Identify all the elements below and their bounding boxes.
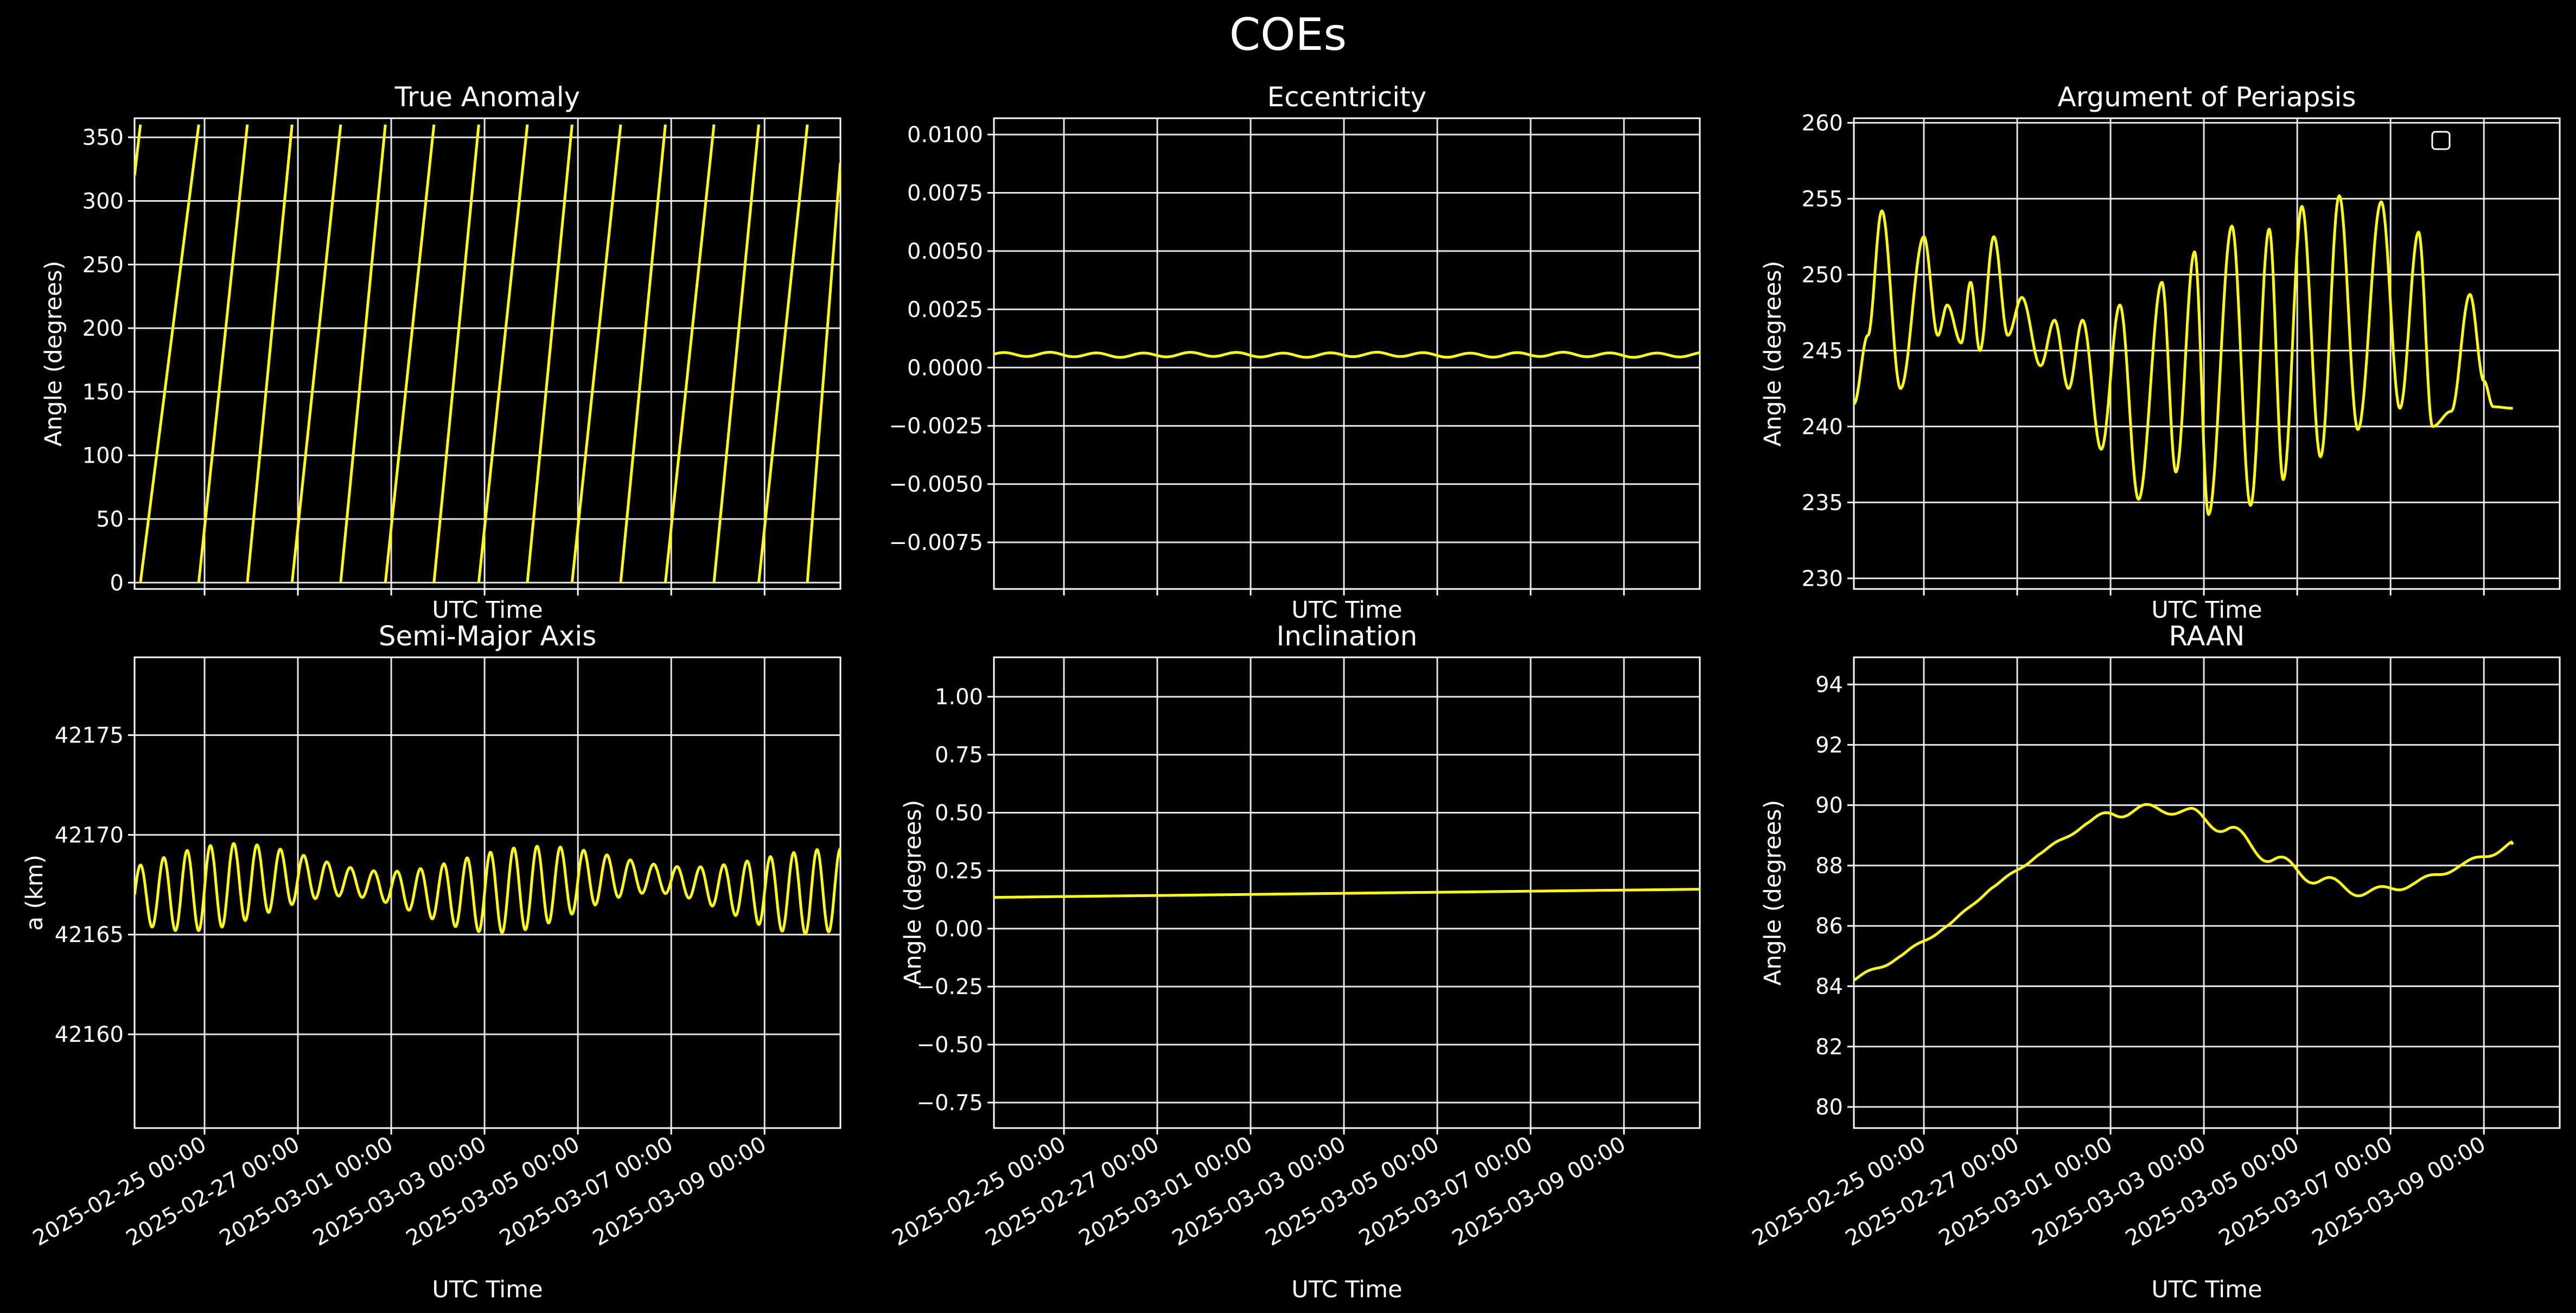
plot-title-inclination: Inclination — [1277, 620, 1418, 652]
y-tick-label: 0.0000 — [907, 356, 983, 381]
series-segment — [246, 124, 294, 583]
y-tick-label: 82 — [1815, 1035, 1843, 1060]
y-tick-label: 80 — [1815, 1095, 1843, 1120]
series-group-inclination — [994, 888, 1700, 899]
x-axis-label: UTC Time — [432, 1276, 543, 1303]
y-tick-label: 1.00 — [935, 685, 983, 710]
series-line — [994, 350, 1700, 359]
series-segment — [570, 124, 622, 583]
axes-frame — [1853, 656, 2561, 1129]
y-tick-label: −0.0075 — [889, 530, 983, 555]
y-tick-label: 0.00 — [935, 917, 983, 941]
y-tick-label: 0.50 — [935, 800, 983, 825]
series-segment — [432, 124, 480, 583]
y-axis-label: Angle (degrees) — [900, 800, 927, 986]
axes-frame — [993, 656, 1701, 1129]
y-tick-label: 250 — [1802, 262, 1843, 287]
y-tick-label: −0.75 — [916, 1091, 983, 1116]
series-segment — [135, 124, 142, 176]
series-line — [135, 842, 840, 936]
y-tick-label: 42170 — [55, 823, 124, 848]
x-axis-label: UTC Time — [1291, 597, 1402, 624]
series-segment — [339, 124, 387, 583]
y-tick-label: 240 — [1802, 414, 1843, 439]
plot-title-raan: RAAN — [2169, 620, 2245, 652]
series-segment — [806, 162, 840, 583]
x-axis-label: UTC Time — [2151, 1276, 2262, 1303]
series-line — [1854, 803, 2514, 982]
y-tick-label: 230 — [1802, 566, 1843, 591]
y-tick-label: −0.25 — [916, 975, 983, 1000]
series-segment — [712, 124, 760, 583]
series-group-true-anomaly — [135, 124, 840, 583]
y-tick-label: 86 — [1815, 914, 1843, 939]
y-tick-label: 42175 — [55, 723, 124, 748]
y-tick-label: 88 — [1815, 854, 1843, 879]
y-tick-label: 200 — [82, 316, 124, 341]
x-axis-label: UTC Time — [1291, 1276, 1402, 1303]
figure-title: COEs — [1229, 9, 1347, 61]
series-segment — [526, 124, 573, 583]
y-tick-label: 150 — [82, 380, 124, 405]
series-segment — [619, 124, 667, 583]
plot-title-argument-of-periapsis: Argument of Periapsis — [2058, 81, 2356, 113]
axes-frame — [133, 117, 841, 590]
y-axis-label: Angle (degrees) — [40, 261, 67, 447]
y-tick-label: 245 — [1802, 338, 1843, 363]
subplot-argument-of-periapsis: Argument of Periapsis 230 235 240 245 250 255 2… — [1759, 81, 2561, 624]
series-segment — [664, 124, 716, 583]
series-segment — [139, 124, 200, 583]
y-tick-label: 100 — [82, 444, 124, 469]
subplot-true-anomaly: True Anomaly 0 50 100 150 200 250 300 350 UTC Tim… — [40, 81, 841, 624]
y-axis-label: Angle (degrees) — [1759, 800, 1787, 986]
y-tick-label: −0.0050 — [889, 472, 983, 497]
series-group-argument-of-periapsis — [1854, 194, 2514, 516]
y-tick-label: −0.50 — [916, 1033, 983, 1058]
y-axis-label: Angle (degrees) — [1759, 261, 1787, 447]
y-tick-label: 94 — [1815, 672, 1843, 697]
y-tick-label: 50 — [96, 507, 124, 532]
series-segment — [477, 124, 529, 583]
plot-title-semi-major-axis: Semi-Major Axis — [379, 620, 597, 652]
y-tick-label: 0.25 — [935, 859, 983, 883]
y-tick-label: 260 — [1802, 111, 1843, 136]
y-tick-label: 0.0025 — [907, 297, 983, 322]
y-tick-label: −0.0025 — [889, 414, 983, 439]
y-tick-label: 250 — [82, 253, 124, 278]
x-axis-label: UTC Time — [432, 597, 543, 624]
axes-frame — [1853, 117, 2561, 590]
legend-box — [2431, 131, 2451, 150]
series-line — [994, 888, 1700, 899]
y-axis-label: a (km) — [21, 855, 48, 931]
plot-title-eccentricity: Eccentricity — [1267, 81, 1427, 113]
y-tick-label: 92 — [1815, 733, 1843, 758]
y-tick-label: 0 — [110, 571, 124, 595]
plot-title-true-anomaly: True Anomaly — [394, 81, 580, 113]
y-tick-label: 0.0050 — [907, 239, 983, 264]
y-tick-label: 42165 — [55, 923, 124, 947]
series-segment — [197, 124, 249, 583]
subplot-eccentricity: Eccentricity −0.0075 −0.0050 −0.0025 0.0000 0… — [889, 81, 1701, 624]
series-group-raan — [1854, 803, 2514, 982]
series-group-semi-major-axis — [135, 842, 840, 936]
y-tick-label: 84 — [1815, 974, 1843, 999]
series-segment — [384, 124, 436, 583]
y-tick-label: 235 — [1802, 490, 1843, 515]
y-tick-label: 0.0075 — [907, 181, 983, 206]
x-axis-label: UTC Time — [2151, 597, 2262, 624]
series-line — [1854, 194, 2514, 516]
series-segment — [757, 124, 809, 583]
y-tick-label: 90 — [1815, 793, 1843, 818]
y-tick-label: 0.0100 — [907, 123, 983, 148]
series-segment — [290, 124, 342, 583]
y-tick-label: 42160 — [55, 1022, 124, 1047]
y-tick-label: 255 — [1802, 187, 1843, 212]
y-tick-label: 0.75 — [935, 743, 983, 768]
series-group-eccentricity — [994, 350, 1700, 359]
y-tick-label: 300 — [82, 189, 124, 214]
y-tick-label: 350 — [82, 125, 124, 150]
